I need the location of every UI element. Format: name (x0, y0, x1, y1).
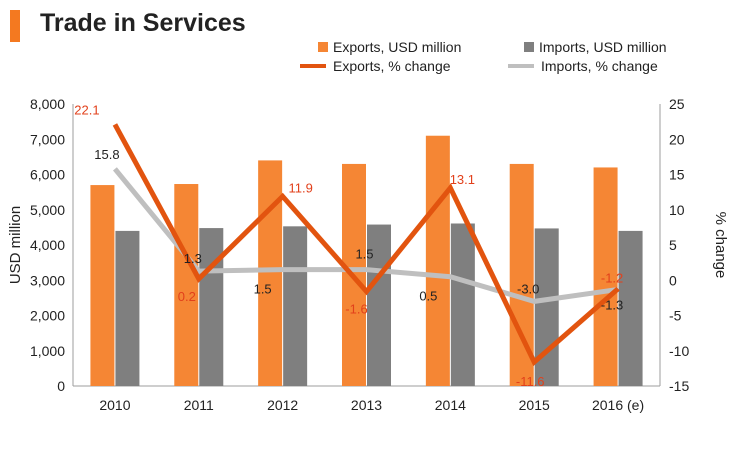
y-tick-label-right: 15 (669, 167, 685, 183)
imports-bar (618, 230, 643, 386)
y-axis-title-right: % change (712, 212, 729, 279)
y-tick-label-left: 7,000 (30, 131, 65, 147)
legend-exports-usd-swatch (318, 42, 328, 52)
exports-pct-change-line (112, 123, 620, 367)
y-tick-label-right: 25 (669, 96, 685, 112)
imports-pct-data-label: 15.8 (94, 147, 119, 162)
exports-pct-data-label: -1.6 (345, 302, 367, 317)
exports-pct-data-label: -11.6 (516, 374, 545, 389)
exports-pct-data-label: -1.2 (601, 271, 623, 286)
legend-imports-pct-label: Imports, % change (541, 58, 658, 74)
x-tick-label: 2014 (435, 397, 466, 413)
imports-pct-data-label: -3.0 (517, 281, 539, 296)
y-tick-label-left: 3,000 (30, 272, 65, 288)
y-tick-label-left: 0 (57, 378, 65, 394)
y-tick-label-right: -10 (669, 343, 689, 359)
legend-imports-usd-swatch (524, 42, 534, 52)
imports-bar (450, 223, 475, 386)
x-tick-label: 2013 (351, 397, 382, 413)
x-tick-label: 2010 (99, 397, 130, 413)
x-tick-label: 2012 (267, 397, 298, 413)
imports-bar (199, 228, 224, 386)
title-accent-bar (10, 10, 20, 42)
imports-pct-data-label: 1.3 (184, 251, 202, 266)
y-tick-label-right: 20 (669, 131, 685, 147)
imports-pct-change-line (112, 167, 619, 304)
exports-bar (174, 184, 199, 386)
y-axis-title-left: USD million (7, 206, 24, 284)
imports-bar (367, 224, 391, 386)
imports-pct-data-label: 1.5 (355, 247, 373, 262)
exports-bar (425, 135, 450, 386)
y-tick-label-left: 5,000 (30, 202, 65, 218)
exports-bar (258, 160, 283, 386)
imports-pct-data-label: 1.5 (254, 282, 272, 297)
imports-pct-data-label: 0.5 (419, 289, 437, 304)
y-tick-label-right: 5 (669, 237, 677, 253)
y-tick-label-right: 10 (669, 202, 685, 218)
y-tick-label-left: 2,000 (30, 308, 65, 324)
y-tick-label-left: 6,000 (30, 167, 65, 183)
imports-bar (283, 226, 308, 386)
chart-title: Trade in Services (40, 9, 246, 37)
exports-pct-data-label: 22.1 (74, 102, 99, 117)
exports-pct-data-label: 11.9 (288, 180, 312, 195)
y-tick-label-right: 0 (669, 272, 677, 288)
exports-pct-data-label: 13.1 (450, 172, 475, 187)
exports-pct-data-label: 0.2 (178, 289, 196, 304)
x-tick-label: 2011 (184, 397, 214, 413)
legend-imports-usd-label: Imports, USD million (539, 39, 667, 55)
y-tick-label-right: -5 (669, 308, 682, 324)
exports-bar (90, 185, 115, 386)
exports-bar (593, 167, 618, 386)
x-tick-label: 2016 (e) (592, 397, 644, 413)
legend-exports-pct-label: Exports, % change (333, 58, 451, 74)
y-tick-label-left: 1,000 (30, 343, 65, 359)
y-tick-label-left: 8,000 (30, 96, 65, 112)
x-tick-label: 2015 (519, 397, 550, 413)
imports-pct-data-label: -1.3 (601, 297, 623, 312)
imports-bar (115, 230, 140, 386)
legend-exports-usd-label: Exports, USD million (333, 39, 461, 55)
y-tick-label-right: -15 (669, 378, 689, 394)
y-tick-label-left: 4,000 (30, 237, 65, 253)
imports-bar (534, 228, 559, 386)
